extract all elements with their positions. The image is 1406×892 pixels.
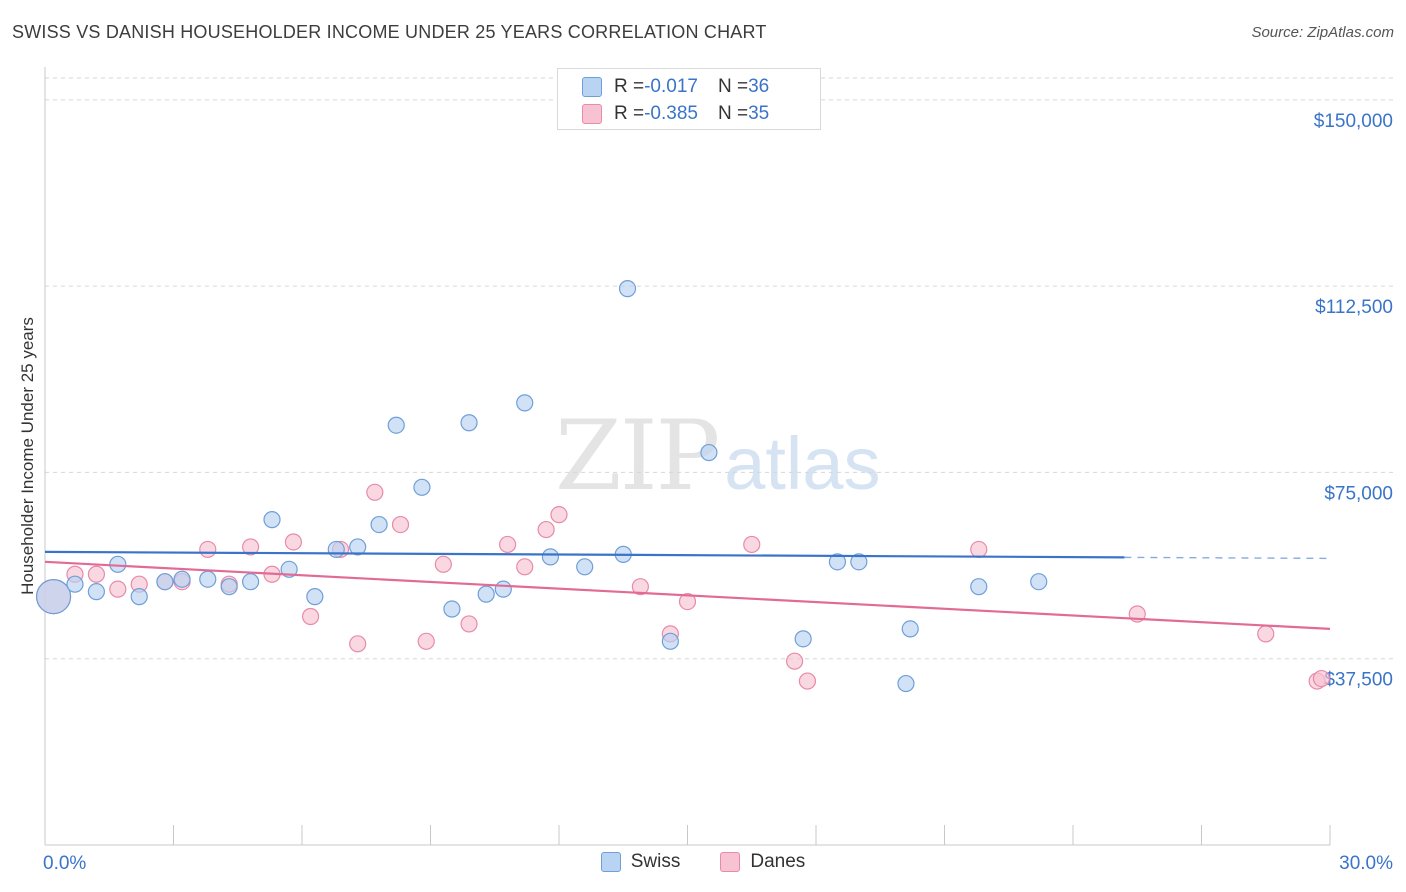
- danes-point: [417, 632, 435, 650]
- swiss-point: [66, 575, 84, 593]
- watermark: ZIPatlas: [555, 400, 881, 512]
- danes-point: [798, 672, 817, 690]
- swiss-point: [516, 394, 534, 412]
- swiss-point: [661, 632, 679, 650]
- swiss-point: [443, 600, 461, 618]
- swiss-point: [349, 538, 367, 556]
- swiss-point: [477, 585, 495, 603]
- swiss-point: [156, 573, 174, 591]
- swiss-r-label: R =: [614, 76, 645, 97]
- danes-legend-swatch: [720, 852, 741, 872]
- swiss-point: [794, 630, 812, 648]
- swiss-point: [1030, 573, 1048, 591]
- danes-point: [631, 578, 649, 596]
- danes-point: [550, 506, 568, 524]
- swiss-point: [306, 588, 324, 606]
- y-tick-label: $112,500: [1315, 297, 1393, 318]
- danes-point: [499, 535, 517, 554]
- swiss-point: [242, 573, 260, 591]
- danes-point: [199, 540, 217, 559]
- danes-point: [460, 615, 478, 633]
- legend-item-swiss: Swiss: [600, 851, 681, 873]
- swiss-n-value: 36: [748, 76, 770, 97]
- swiss-point: [541, 548, 560, 566]
- danes-point: [242, 538, 260, 556]
- swiss-point: [173, 570, 191, 588]
- swiss-r-value: -0.017: [644, 76, 698, 97]
- danes-trend-line: [44, 560, 1331, 631]
- y-tick-label: $150,000: [1314, 111, 1393, 132]
- danes-point: [349, 635, 367, 653]
- swiss-legend-swatch: [600, 852, 621, 872]
- x-tick-label: 30.0%: [1339, 853, 1393, 874]
- watermark-atlas: atlas: [724, 422, 881, 505]
- danes-point: [537, 520, 555, 539]
- danes-n-value: 35: [748, 103, 770, 124]
- swiss-point: [494, 580, 512, 598]
- watermark-zip: ZIP: [555, 400, 720, 512]
- series-legend: Swiss Danes: [0, 851, 1406, 873]
- x-tick-label: 0.0%: [43, 853, 86, 874]
- swiss-trend-extension: [1124, 556, 1331, 560]
- danes-point: [87, 565, 106, 583]
- swiss-point: [897, 674, 915, 693]
- danes-point: [301, 607, 320, 626]
- swiss-swatch: [582, 77, 602, 97]
- danes-n-label: N =: [717, 103, 749, 124]
- swiss-point: [850, 553, 868, 571]
- swiss-trend-line: [44, 550, 1125, 559]
- swiss-point: [263, 511, 281, 529]
- chart-title: SWISS VS DANISH HOUSEHOLDER INCOME UNDER…: [12, 22, 767, 42]
- danes-point: [516, 558, 534, 576]
- source-label: Source: ZipAtlas.com: [1251, 24, 1394, 41]
- swiss-point: [618, 280, 637, 298]
- legend-item-danes: Danes: [720, 851, 805, 873]
- legend-row-danes: R = -0.385 N = 35: [582, 101, 769, 127]
- danes-point: [743, 535, 761, 554]
- swiss-point: [413, 478, 431, 496]
- swiss-point: [387, 416, 405, 434]
- danes-point: [284, 533, 303, 551]
- legend-row-swiss: R = -0.017 N = 36: [582, 74, 769, 100]
- swiss-n-label: N =: [717, 76, 749, 97]
- swiss-point: [370, 515, 388, 534]
- swiss-legend-label: Swiss: [630, 851, 681, 872]
- swiss-point: [130, 588, 148, 606]
- danes-point: [434, 555, 452, 573]
- swiss-point: [970, 578, 988, 596]
- y-tick-label: $75,000: [1324, 483, 1393, 504]
- danes-r-value: -0.385: [644, 103, 698, 124]
- swiss-point: [87, 583, 106, 601]
- danes-point: [366, 483, 384, 501]
- danes-point: [391, 515, 410, 534]
- danes-point: [1257, 625, 1275, 643]
- danes-point: [970, 540, 988, 559]
- swiss-point: [828, 553, 847, 571]
- swiss-point: [901, 620, 919, 638]
- swiss-point: [460, 414, 478, 432]
- swiss-point: [199, 570, 217, 588]
- y-tick-label: $37,500: [1324, 670, 1393, 691]
- danes-r-label: R =: [614, 103, 645, 124]
- swiss-point: [327, 540, 345, 559]
- correlation-legend: R = -0.017 N = 36 R = -0.385 N = 35: [557, 68, 821, 130]
- swiss-point: [35, 579, 72, 615]
- danes-legend-label: Danes: [750, 851, 806, 872]
- danes-point: [109, 580, 127, 598]
- danes-point: [1312, 669, 1331, 688]
- danes-point: [785, 652, 804, 670]
- swiss-point: [220, 578, 238, 596]
- danes-point: [678, 592, 697, 611]
- danes-swatch: [582, 104, 602, 124]
- swiss-point: [576, 558, 594, 576]
- swiss-point: [700, 443, 718, 462]
